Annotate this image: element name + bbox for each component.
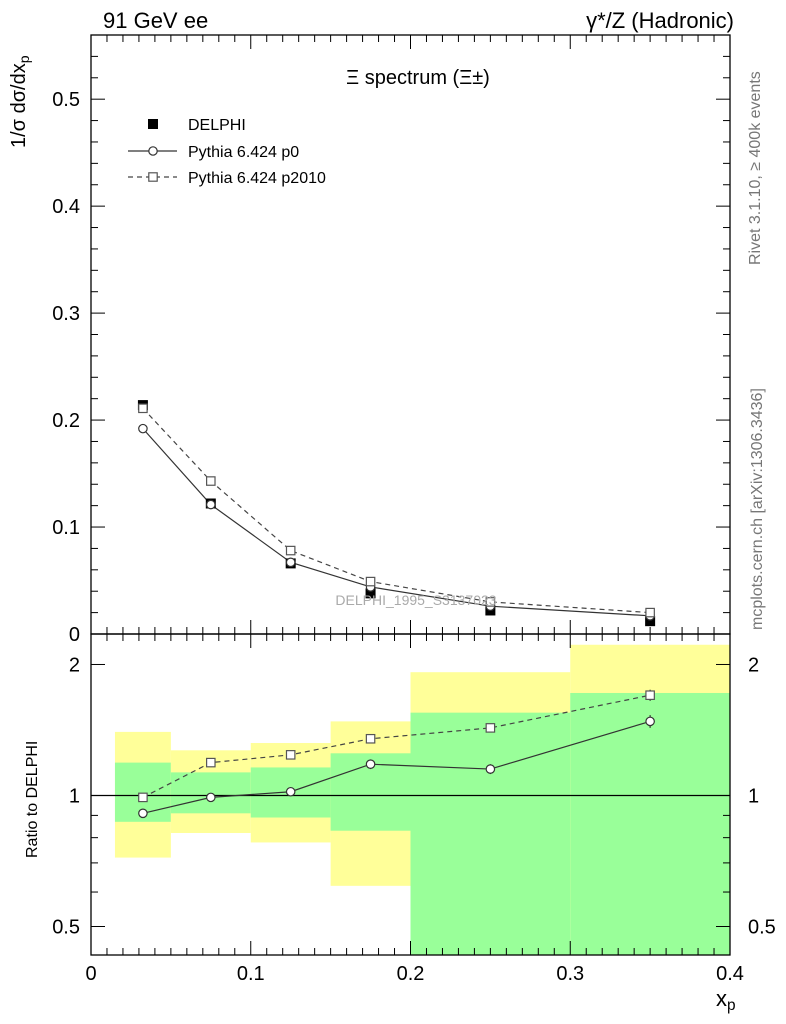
inner-band-4 bbox=[410, 712, 571, 955]
x-tick-label-3: 0.3 bbox=[556, 963, 584, 985]
main-plot-frame bbox=[90, 34, 731, 635]
main-y-tick-label-3: 0.3 bbox=[52, 303, 80, 325]
ratio-y-tick-label-2: 2 bbox=[69, 654, 80, 676]
ratio-point-1-0 bbox=[138, 792, 148, 803]
ratio-point-0-2 bbox=[285, 786, 296, 797]
legend: DELPHI Pythia 6.424 p0 Pythia 6.424 p2010 bbox=[128, 117, 326, 187]
main-y-tick-label-5: 0.5 bbox=[52, 89, 80, 111]
main-point-2-3 bbox=[365, 576, 376, 587]
header-right-label: γ*/Z (Hadronic) bbox=[586, 8, 734, 33]
ratio-y-tick-label-right-2: 2 bbox=[748, 654, 759, 676]
ratio-line-0 bbox=[142, 720, 651, 814]
main-line-1 bbox=[142, 428, 651, 617]
legend-marker-1 bbox=[148, 146, 158, 156]
x-tick-label-1: 0.1 bbox=[237, 963, 265, 985]
main-y-tick-label-2: 0.2 bbox=[52, 410, 80, 432]
ratio-y-tick-label-right-0: 0.5 bbox=[748, 916, 776, 938]
legend-marker-2 bbox=[148, 172, 158, 182]
main-point-2-5 bbox=[645, 607, 655, 618]
main-point-2-1 bbox=[206, 476, 216, 486]
ratio-point-1-5 bbox=[645, 690, 655, 700]
x-axis-label: xp bbox=[716, 986, 736, 1014]
ratio-point-0-4 bbox=[485, 764, 496, 774]
main-y-tick-label-0: 0 bbox=[69, 624, 80, 646]
main-point-2-4 bbox=[485, 597, 496, 607]
x-tick-label-0: 0 bbox=[85, 963, 96, 985]
ratio-point-0-5 bbox=[645, 716, 655, 727]
ratio-y-tick-label-right-1: 1 bbox=[748, 785, 759, 807]
main-point-0-5 bbox=[645, 616, 656, 627]
axis-ticks: 0 0.1 0.2 0.3 0.4 0 0.1 0.2 0.3 0.4 0.5 0.5 0.5 1 1 2 2 bbox=[52, 34, 776, 985]
main-series-group bbox=[137, 400, 656, 627]
plot-title: Ξ spectrum (Ξ±) bbox=[346, 67, 490, 89]
legend-marker-0 bbox=[148, 119, 158, 129]
header-left-label: 91 GeV ee bbox=[103, 8, 209, 33]
ratio-point-1-3 bbox=[365, 733, 376, 744]
legend-label-1: Pythia 6.424 p0 bbox=[188, 144, 299, 161]
ratio-point-1-4 bbox=[485, 723, 496, 733]
legend-label-0: DELPHI bbox=[188, 117, 246, 134]
ratio-point-1-2 bbox=[285, 750, 296, 760]
x-tick-label-2: 0.2 bbox=[397, 963, 425, 985]
ratio-point-1-1 bbox=[206, 757, 216, 768]
main-point-1-0 bbox=[138, 423, 148, 434]
analysis-watermark: DELPHI_1995_S3137023 bbox=[335, 592, 496, 608]
main-point-0-3 bbox=[365, 588, 376, 599]
main-point-1-1 bbox=[206, 499, 216, 510]
main-point-2-0 bbox=[138, 403, 148, 414]
ratio-series-group bbox=[138, 689, 655, 819]
ratio-y-tick-label-1: 1 bbox=[69, 785, 80, 807]
ratio-point-0-0 bbox=[138, 808, 148, 819]
main-line-2 bbox=[142, 407, 651, 614]
ratio-point-0-3 bbox=[365, 759, 376, 770]
main-y-tick-label-1: 0.1 bbox=[52, 517, 80, 539]
legend-label-2: Pythia 6.424 p2010 bbox=[188, 170, 326, 187]
ratio-point-0-1 bbox=[206, 792, 216, 803]
main-point-1-2 bbox=[285, 557, 296, 568]
ratio-y-tick-label-0: 0.5 bbox=[52, 916, 80, 938]
inner-band-5 bbox=[570, 692, 730, 955]
main-point-2-2 bbox=[285, 545, 296, 556]
ratio-line-1 bbox=[142, 694, 651, 798]
x-tick-label-4: 0.4 bbox=[716, 963, 744, 985]
main-y-tick-label-4: 0.4 bbox=[52, 196, 80, 218]
